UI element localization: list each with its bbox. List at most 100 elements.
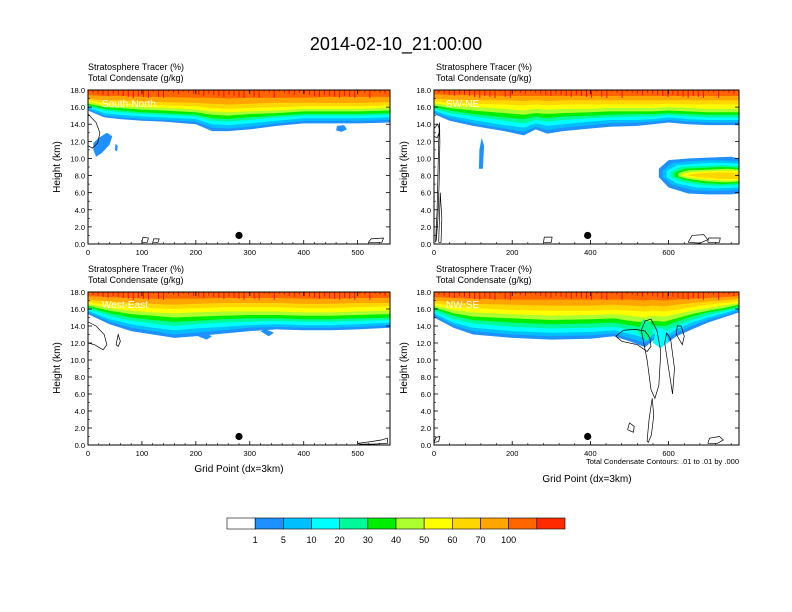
y-tick-label: 18.0 xyxy=(416,288,431,297)
y-tick-label: 14.0 xyxy=(416,322,431,331)
x-tick-label: 300 xyxy=(244,449,257,458)
panel-left-title-2: Total Condensate (g/kg) xyxy=(88,275,184,285)
y-tick-label: 14.0 xyxy=(70,322,85,331)
y-tick-label: 12.0 xyxy=(70,137,85,146)
figure-title: 2014-02-10_21:00:00 xyxy=(310,34,482,55)
y-tick-label: 4.0 xyxy=(75,206,85,215)
colorbar-swatch xyxy=(367,517,397,530)
location-marker xyxy=(584,432,592,441)
contour-footnote: Total Condensate Contours: .01 to .01 by… xyxy=(586,457,739,466)
colorbar-label: 70 xyxy=(475,535,485,545)
condensate-contour xyxy=(687,234,709,244)
colorbar-label: 5 xyxy=(281,535,286,545)
y-tick-label: 10.0 xyxy=(70,356,85,365)
y-axis-label: Height (km) xyxy=(399,141,410,193)
y-tick-label: 8.0 xyxy=(421,172,431,181)
x-tick-label: 100 xyxy=(136,449,149,458)
colorbar-label: 10 xyxy=(306,535,316,545)
condensate-contour xyxy=(434,436,441,443)
condensate-contour xyxy=(434,123,441,139)
y-axis-label: Height (km) xyxy=(52,141,63,193)
tracer-patch-level-4 xyxy=(637,319,653,342)
y-tick-label: 18.0 xyxy=(70,86,85,95)
panel-west-east: Stratosphere Tracer (%) Total Condensate… xyxy=(52,264,391,475)
x-tick-label: 200 xyxy=(506,248,519,257)
y-tick-label: 18.0 xyxy=(416,86,431,95)
tracer-patch-level-1 xyxy=(114,143,118,152)
condensate-contour xyxy=(88,321,108,351)
y-tick-label: 16.0 xyxy=(416,305,431,314)
y-tick-label: 16.0 xyxy=(70,305,85,314)
tracer-patch-level-1 xyxy=(336,125,347,132)
y-axis-label: Height (km) xyxy=(52,342,63,394)
colorbar-label: 40 xyxy=(391,535,401,545)
x-tick-label: 400 xyxy=(297,248,310,257)
x-tick-label: 600 xyxy=(662,449,675,458)
x-tick-label: 400 xyxy=(584,248,597,257)
y-tick-label: 10.0 xyxy=(416,356,431,365)
panel-left-title-1: Stratosphere Tracer (%) xyxy=(436,62,532,72)
condensate-contour xyxy=(141,236,149,243)
panel-label: NW-SE xyxy=(446,300,479,311)
y-tick-label: 6.0 xyxy=(421,189,431,198)
y-tick-label: 8.0 xyxy=(75,373,85,382)
x-tick-label: 400 xyxy=(297,449,310,458)
panel-left-title-2: Total Condensate (g/kg) xyxy=(88,73,184,83)
condensate-contour xyxy=(676,325,685,346)
x-tick-label: 100 xyxy=(136,248,149,257)
y-tick-label: 4.0 xyxy=(421,206,431,215)
condensate-contour xyxy=(707,436,724,444)
panel-left-title-1: Stratosphere Tracer (%) xyxy=(88,264,184,274)
location-marker xyxy=(235,231,243,240)
condensate-contour xyxy=(543,236,553,243)
condensate-contour xyxy=(627,422,635,433)
condensate-contour xyxy=(152,238,160,243)
y-axis-label: Height (km) xyxy=(399,342,410,394)
condensate-contour xyxy=(368,237,385,243)
y-tick-label: 12.0 xyxy=(416,137,431,146)
y-tick-label: 8.0 xyxy=(421,373,431,382)
x-tick-label: 600 xyxy=(662,248,675,257)
y-tick-label: 6.0 xyxy=(75,189,85,198)
x-tick-label: 500 xyxy=(351,449,364,458)
location-marker xyxy=(584,231,592,240)
colorbar: 1 5 10 20 30 40 50 60 70 100 xyxy=(226,517,566,545)
panel-sw-ne: Stratosphere Tracer (%) Total Condensate… xyxy=(399,62,740,257)
tracer-patch-level-3 xyxy=(652,327,669,349)
y-tick-label: 4.0 xyxy=(75,407,85,416)
y-tick-label: 14.0 xyxy=(416,120,431,129)
y-tick-label: 2.0 xyxy=(75,424,85,433)
colorbar-label: 20 xyxy=(335,535,345,545)
colorbar-label: 1 xyxy=(253,535,258,545)
y-tick-label: 0.0 xyxy=(421,240,431,249)
condensate-contour xyxy=(640,318,662,400)
panel-nw-se: Stratosphere Tracer (%) Total Condensate… xyxy=(399,264,740,485)
panel-left-title-1: Stratosphere Tracer (%) xyxy=(436,264,532,274)
location-marker xyxy=(235,432,243,441)
y-tick-label: 10.0 xyxy=(70,154,85,163)
y-tick-label: 12.0 xyxy=(70,339,85,348)
colorbar-swatch xyxy=(226,517,256,530)
y-tick-label: 16.0 xyxy=(416,103,431,112)
y-tick-label: 4.0 xyxy=(421,407,431,416)
colorbar-swatch xyxy=(283,517,312,530)
y-tick-label: 2.0 xyxy=(75,223,85,232)
x-tick-label: 500 xyxy=(351,248,364,257)
x-tick-label: 400 xyxy=(584,449,597,458)
x-tick-label: 200 xyxy=(190,449,203,458)
y-tick-label: 0.0 xyxy=(75,441,85,450)
y-tick-label: 2.0 xyxy=(421,223,431,232)
condensate-contour xyxy=(646,398,655,444)
colorbar-swatch xyxy=(339,517,369,530)
condensate-contour xyxy=(88,113,101,149)
panel-south-north: Stratosphere Tracer (%) Total Condensate… xyxy=(52,62,391,257)
colorbar-swatch xyxy=(311,517,340,530)
condensate-contour xyxy=(664,331,675,395)
condensate-contour xyxy=(615,329,652,352)
tracer-patch-level-8 xyxy=(688,172,739,179)
plot-area: 0.0 2.0 4.0 6.0 8.0 10.0 12.0 14.0 16.0 18.0 0 200 4… xyxy=(416,288,740,458)
x-tick-label: 0 xyxy=(86,248,90,257)
plot-area: 0.0 2.0 4.0 6.0 8.0 10.0 12.0 14.0 16.0 18.0 0 100 2… xyxy=(70,288,391,458)
colorbar-swatch xyxy=(480,517,509,530)
